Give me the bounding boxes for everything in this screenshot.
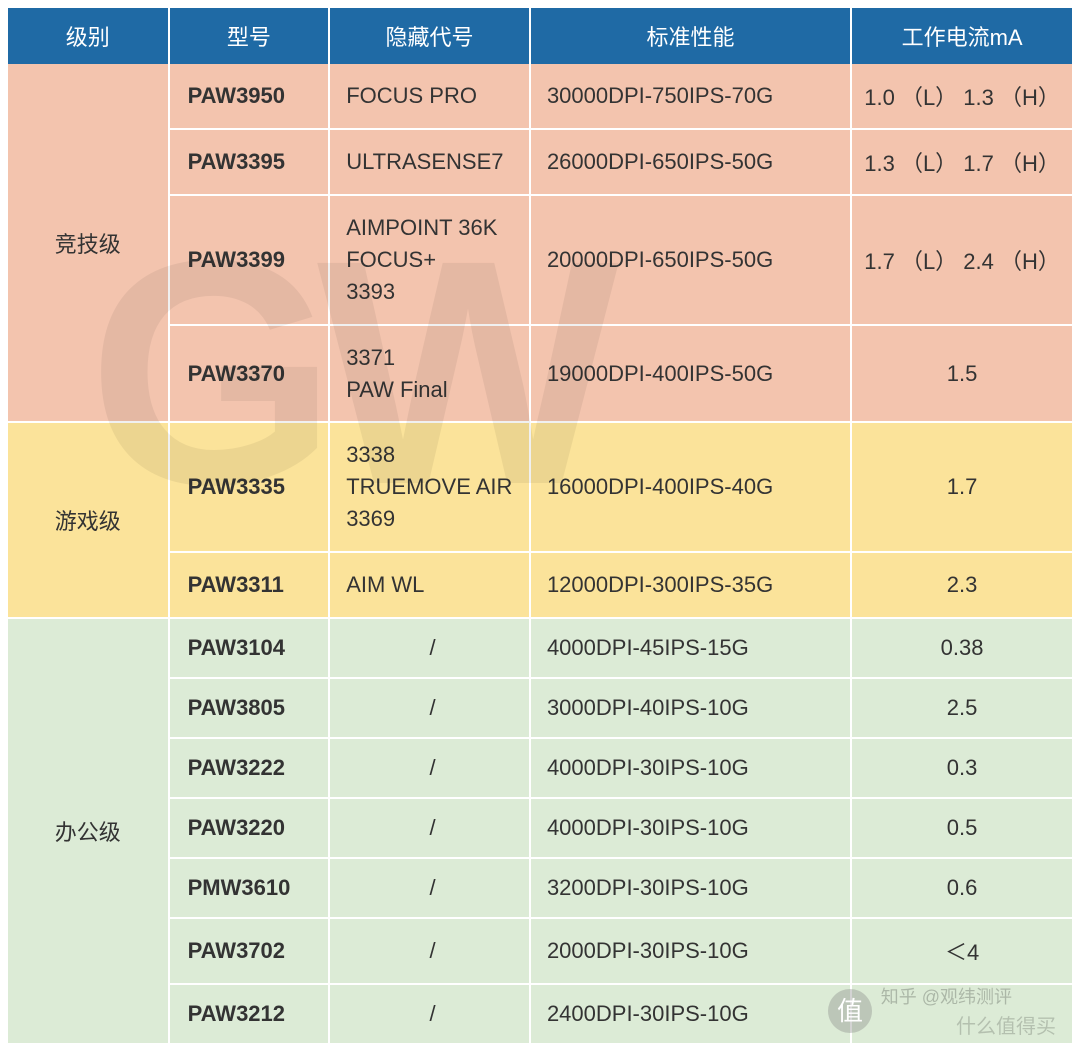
cell-model: PAW3212 xyxy=(169,984,330,1044)
code-line: AIM WL xyxy=(346,569,519,601)
cell-current: 0.5 xyxy=(851,798,1072,858)
cell-code: / xyxy=(329,984,530,1044)
cell-model: PAW3370 xyxy=(169,325,330,423)
code-line: TRUEMOVE AIR xyxy=(346,471,519,503)
code-line: 3371 xyxy=(346,342,519,374)
cell-current: 0.38 xyxy=(851,618,1072,678)
cell-perf: 16000DPI-400IPS-40G xyxy=(530,422,851,552)
cell-model: PMW3610 xyxy=(169,858,330,918)
cell-perf: 4000DPI-45IPS-15G xyxy=(530,618,851,678)
cell-code: / xyxy=(329,618,530,678)
code-line: 3369 xyxy=(346,503,519,535)
cell-current: 2.5 xyxy=(851,678,1072,738)
col-header-level: 级别 xyxy=(8,8,169,64)
cell-code: 3338TRUEMOVE AIR3369 xyxy=(329,422,530,552)
cell-code: / xyxy=(329,738,530,798)
cell-code: / xyxy=(329,918,530,984)
cell-model: PAW3395 xyxy=(169,129,330,195)
tier-label: 办公级 xyxy=(8,618,169,1044)
cell-current: 0.3 xyxy=(851,738,1072,798)
cell-perf: 20000DPI-650IPS-50G xyxy=(530,195,851,325)
cell-perf: 4000DPI-30IPS-10G xyxy=(530,798,851,858)
cell-code: / xyxy=(329,678,530,738)
table-row: 竞技级PAW3950FOCUS PRO30000DPI-750IPS-70G1.… xyxy=(8,64,1072,129)
col-header-model: 型号 xyxy=(169,8,330,64)
cell-current: 1.3 （L） 1.7 （H） xyxy=(851,129,1072,195)
cell-current: 1.7 xyxy=(851,422,1072,552)
code-line: AIMPOINT 36K xyxy=(346,212,519,244)
cell-code: FOCUS PRO xyxy=(329,64,530,129)
cell-model: PAW3335 xyxy=(169,422,330,552)
cell-model: PAW3702 xyxy=(169,918,330,984)
cell-perf: 2000DPI-30IPS-10G xyxy=(530,918,851,984)
cell-code: ULTRASENSE7 xyxy=(329,129,530,195)
cell-current: 1.7 （L） 2.4 （H） xyxy=(851,195,1072,325)
cell-model: PAW3104 xyxy=(169,618,330,678)
cell-perf: 19000DPI-400IPS-50G xyxy=(530,325,851,423)
cell-current: 0.6 xyxy=(851,858,1072,918)
table-row: 游戏级PAW33353338TRUEMOVE AIR336916000DPI-4… xyxy=(8,422,1072,552)
cell-model: PAW3222 xyxy=(169,738,330,798)
cell-perf: 30000DPI-750IPS-70G xyxy=(530,64,851,129)
cell-perf: 3200DPI-30IPS-10G xyxy=(530,858,851,918)
cell-current: 2.3 xyxy=(851,552,1072,618)
col-header-code: 隐藏代号 xyxy=(329,8,530,64)
cell-current: ＜4 xyxy=(851,918,1072,984)
cell-code: / xyxy=(329,798,530,858)
table-row: 办公级PAW3104/4000DPI-45IPS-15G0.38 xyxy=(8,618,1072,678)
code-line: ULTRASENSE7 xyxy=(346,146,519,178)
cell-perf: 4000DPI-30IPS-10G xyxy=(530,738,851,798)
sensor-table: 级别型号隐藏代号标准性能工作电流mA 竞技级PAW3950 FOCUS PRO 30… xyxy=(8,8,1072,1045)
cell-code: / xyxy=(329,858,530,918)
cell-current: 1.0 （L） 1.3 （H） xyxy=(851,64,1072,129)
cell-code: 3371PAW Final xyxy=(329,325,530,423)
code-line: PAW Final xyxy=(346,374,519,406)
cell-perf: 26000DPI-650IPS-50G xyxy=(530,129,851,195)
cell-perf: 2400DPI-30IPS-10G xyxy=(530,984,851,1044)
tier-label: 竞技级 xyxy=(8,64,169,422)
code-line: 3338 xyxy=(346,439,519,471)
cell-current: 1.5 xyxy=(851,325,1072,423)
code-line: FOCUS+ xyxy=(346,244,519,276)
cell-code: AIM WL xyxy=(329,552,530,618)
code-line: FOCUS PRO xyxy=(346,80,519,112)
cell-code: AIMPOINT 36KFOCUS+3393 xyxy=(329,195,530,325)
cell-model: PAW3805 xyxy=(169,678,330,738)
table-header-row: 级别型号隐藏代号标准性能工作电流mA xyxy=(8,8,1072,64)
col-header-current: 工作电流mA xyxy=(851,8,1072,64)
cell-perf: 12000DPI-300IPS-35G xyxy=(530,552,851,618)
code-line: 3393 xyxy=(346,276,519,308)
cell-model: PAW3311 xyxy=(169,552,330,618)
col-header-perf: 标准性能 xyxy=(530,8,851,64)
cell-model: PAW3399 xyxy=(169,195,330,325)
cell-perf: 3000DPI-40IPS-10G xyxy=(530,678,851,738)
cell-model: PAW3220 xyxy=(169,798,330,858)
cell-current xyxy=(851,984,1072,1044)
cell-model: PAW3950 xyxy=(169,64,330,129)
tier-label: 游戏级 xyxy=(8,422,169,618)
